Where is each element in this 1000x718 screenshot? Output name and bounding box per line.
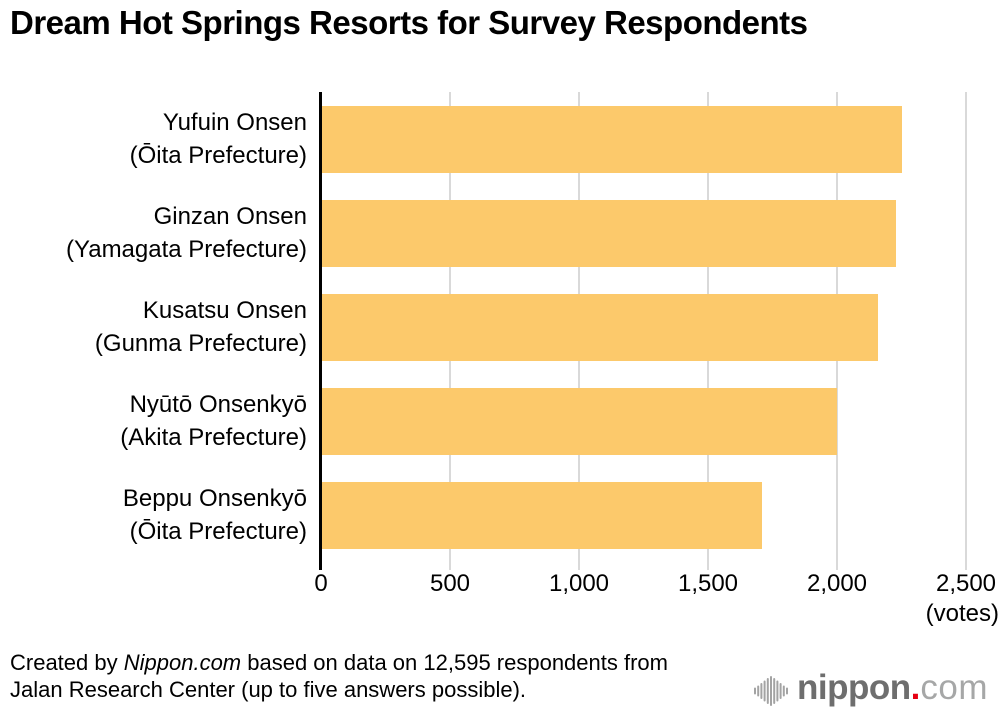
category-prefecture: (Gunma Prefecture) (94, 330, 307, 357)
nippon-logo-wordmark: nippon (797, 668, 911, 707)
gridline (965, 92, 967, 570)
x-tick-label: 1,500 (677, 570, 739, 597)
category-label: Nyūtō Onsenkyō (Akita Prefecture) (0, 374, 307, 468)
nippon-logo: nippon. com (753, 668, 988, 708)
y-axis-labels: Yufuin Onsen (Ōita Prefecture) Ginzan Onse… (0, 92, 321, 562)
x-tick-label: 2,500 (935, 570, 997, 597)
x-tick-label: 500 (429, 570, 471, 597)
credit-line-2: Jalan Research Center (up to five answer… (10, 677, 527, 702)
credit-line-1: Created by Nippon.com based on data on 1… (10, 650, 668, 675)
category-label: Beppu Onsenkyō (Ōita Prefecture) (0, 468, 307, 562)
credit-source-name: Nippon.com (123, 650, 242, 675)
category-prefecture: (Ōita Prefecture) (129, 518, 307, 545)
bar-1 (321, 105, 902, 173)
category-label: Yufuin Onsen (Ōita Prefecture) (0, 92, 307, 186)
category-name: Kusatsu Onsen (142, 297, 307, 324)
category-name: Nyūtō Onsenkyō (129, 391, 307, 418)
category-label: Kusatsu Onsen (Gunma Prefecture) (0, 280, 307, 374)
bar-3 (321, 293, 879, 361)
nippon-logo-tld: com (920, 668, 988, 707)
source-credit: Created by Nippon.com based on data on 1… (10, 649, 668, 703)
bar-chart: Yufuin Onsen (Ōita Prefecture) Ginzan Onse… (0, 92, 1000, 627)
category-name: Beppu Onsenkyō (122, 485, 307, 512)
chart-title: Dream Hot Springs Resorts for Survey Res… (10, 4, 808, 41)
x-tick-label: 0 (314, 570, 328, 597)
category-prefecture: (Akita Prefecture) (120, 424, 307, 451)
nippon-logo-icon (754, 676, 789, 706)
category-prefecture: (Yamagata Prefecture) (66, 236, 307, 263)
plot-area: (votes) 0 500 1,000 1,500 2,000 2,500 (314, 92, 999, 627)
category-name: Ginzan Onsen (153, 203, 307, 230)
category-prefecture: (Ōita Prefecture) (129, 142, 307, 169)
y-axis-line (319, 92, 322, 570)
bar-5 (321, 481, 763, 549)
x-axis-unit-label: (votes) (925, 600, 999, 627)
bar-4 (321, 387, 837, 455)
bar-2 (321, 199, 897, 267)
category-label: Ginzan Onsen (Yamagata Prefecture) (0, 186, 307, 280)
nippon-logo-dot: . (910, 668, 921, 707)
x-tick-label: 2,000 (806, 570, 868, 597)
category-name: Yufuin Onsen (162, 109, 307, 136)
x-tick-label: 1,000 (548, 570, 610, 597)
